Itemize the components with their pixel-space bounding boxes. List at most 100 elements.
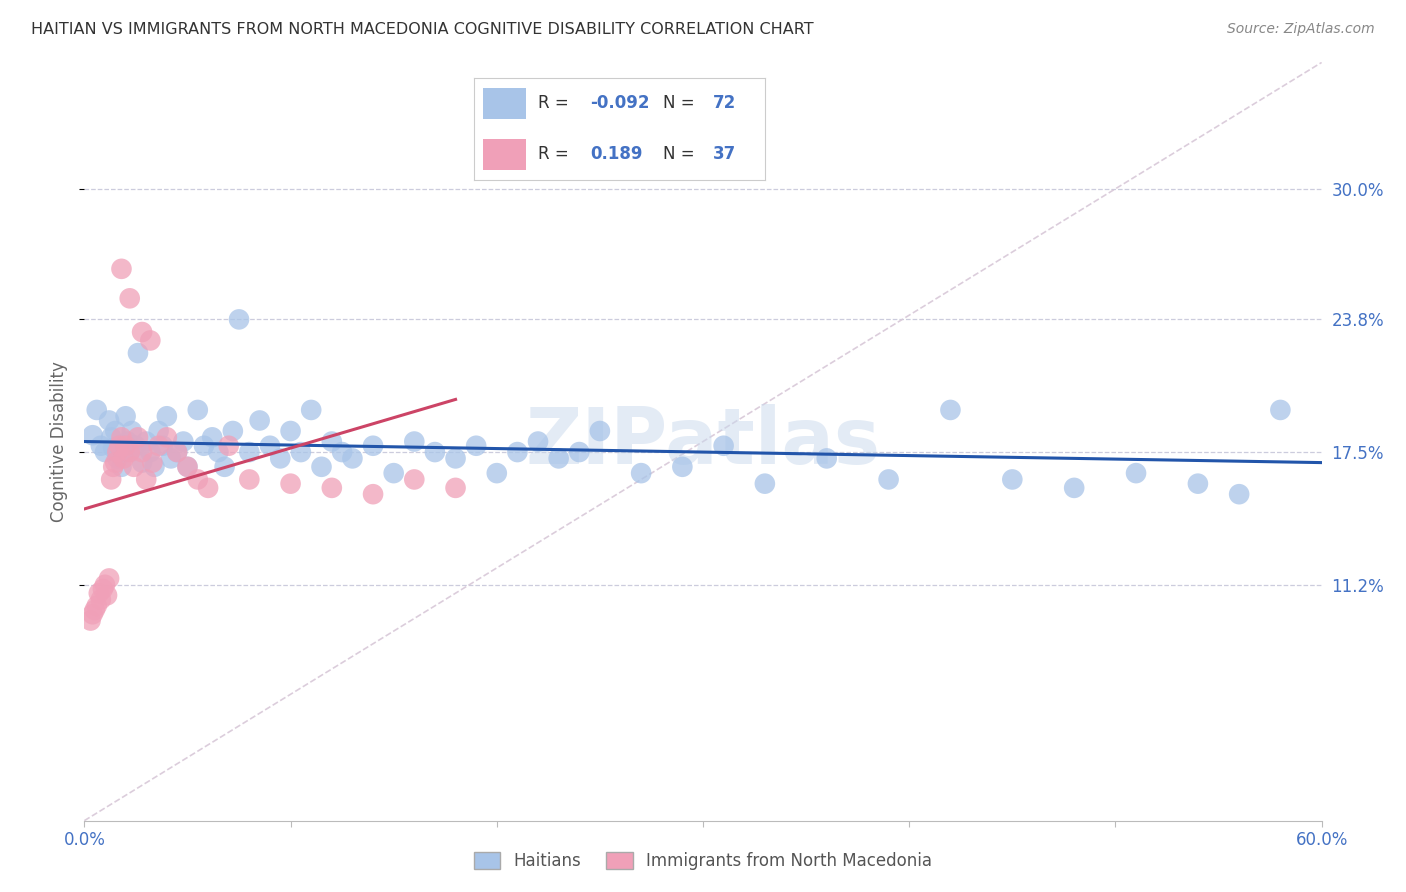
Point [90,592,112,607]
Point [1125,466,1147,480]
Point [547,451,569,466]
Point [148,424,170,438]
Point [187,473,209,487]
Point [87,586,110,600]
Point [222,424,245,438]
Point [103,459,125,474]
Point [114,439,136,453]
Point [330,445,353,459]
Point [110,430,132,444]
Point [135,473,157,487]
Point [79,614,101,628]
Point [156,430,179,444]
Point [100,430,122,444]
Point [86,599,108,613]
Point [118,445,141,459]
Point [105,445,128,459]
Point [117,434,139,449]
Point [193,439,215,453]
Point [91,582,114,596]
Point [214,459,236,474]
Point [197,481,219,495]
Point [259,439,281,453]
Point [114,409,136,424]
Point [465,439,488,453]
Point [127,430,149,444]
Point [238,473,260,487]
Point [118,291,141,305]
Point [1063,481,1085,495]
Point [299,403,322,417]
Point [103,441,125,455]
Point [100,473,122,487]
Point [110,261,132,276]
Point [143,459,166,474]
Point [713,439,735,453]
Point [404,473,426,487]
Point [1227,487,1250,501]
Point [311,459,333,474]
Point [105,451,128,466]
Point [1001,473,1024,487]
Point [815,451,838,466]
Point [361,439,384,453]
Point [382,466,405,480]
Point [112,445,135,459]
Point [527,434,550,449]
Text: ZIPatlas: ZIPatlas [526,403,880,480]
Point [218,439,240,453]
Point [98,571,121,585]
Point [321,481,343,495]
Point [630,466,652,480]
Point [404,434,426,449]
Point [361,487,384,501]
Point [96,588,118,602]
Point [131,456,153,470]
Point [122,459,145,474]
Point [160,451,183,466]
Text: HAITIAN VS IMMIGRANTS FROM NORTH MACEDONIA COGNITIVE DISABILITY CORRELATION CHAR: HAITIAN VS IMMIGRANTS FROM NORTH MACEDON… [31,22,814,37]
Legend: Haitians, Immigrants from North Macedonia: Haitians, Immigrants from North Macedoni… [467,845,939,877]
Point [176,459,198,474]
Point [201,430,224,444]
Point [290,445,312,459]
Point [94,445,117,459]
Point [754,476,776,491]
Point [139,445,162,459]
Point [877,473,900,487]
Point [187,403,209,417]
Point [172,434,194,449]
Point [135,434,157,449]
Point [131,325,153,339]
Point [156,409,179,424]
Point [166,445,188,459]
Point [108,439,131,453]
Point [228,312,250,326]
Point [568,445,591,459]
Point [671,459,693,474]
Point [444,451,467,466]
Point [249,413,271,427]
Point [98,413,121,427]
Point [82,607,104,622]
Point [1187,476,1209,491]
Point [321,434,343,449]
Point [269,451,291,466]
Point [238,445,260,459]
Point [90,439,112,453]
Point [342,451,364,466]
Point [94,578,117,592]
Point [444,481,467,495]
Point [148,439,170,453]
Point [125,439,148,453]
Point [83,603,105,617]
Point [176,459,198,474]
Point [280,476,302,491]
Point [423,445,446,459]
Text: Source: ZipAtlas.com: Source: ZipAtlas.com [1227,22,1375,37]
Point [485,466,508,480]
Point [118,445,141,459]
Point [166,445,188,459]
Point [110,459,132,474]
Point [139,334,162,348]
